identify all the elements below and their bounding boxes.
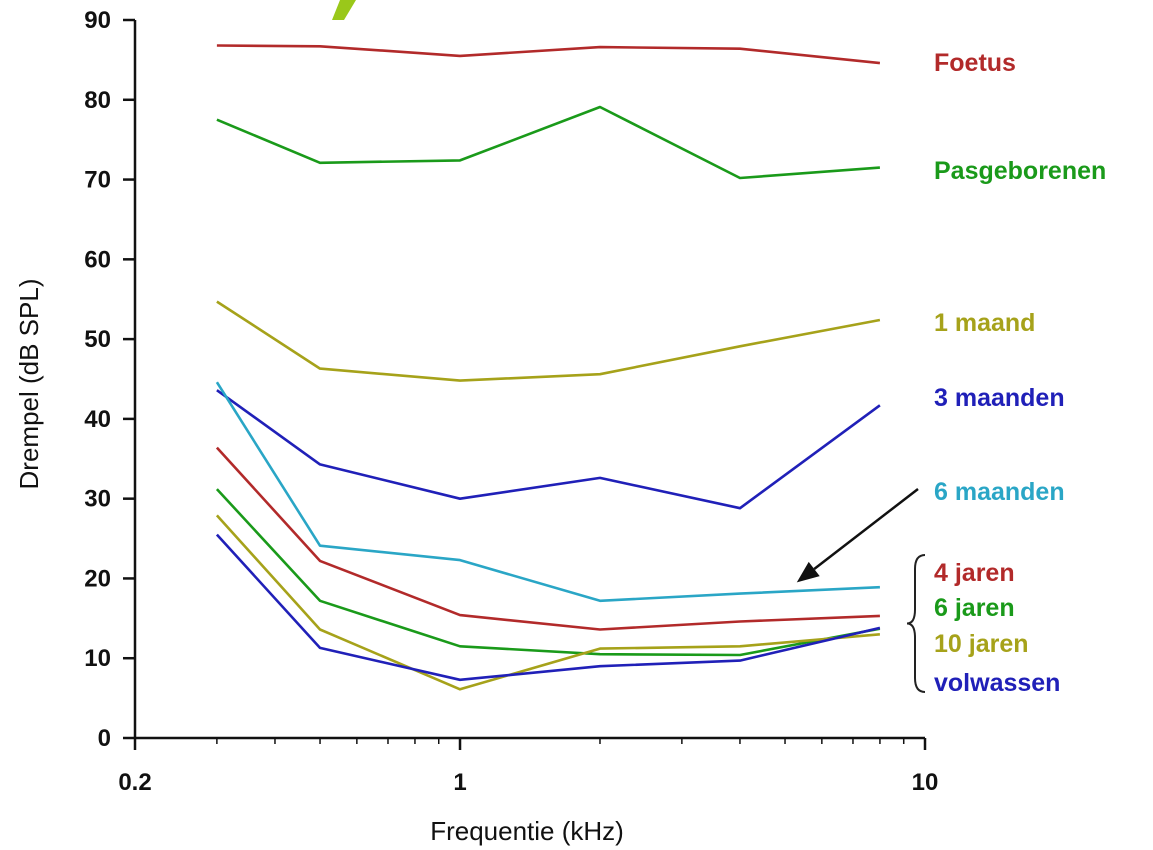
series-label-3-maanden: 3 maanden (934, 384, 1065, 412)
curly-brace-icon (906, 554, 926, 693)
y-tick-label: 30 (84, 486, 111, 513)
y-axis-title: Drempel (dB SPL) (14, 279, 44, 490)
y-tick-label: 70 (84, 167, 111, 194)
series-label-10-jaren: 10 jaren (934, 630, 1029, 658)
series-label-1-maand: 1 maand (934, 309, 1035, 337)
y-ticks: 0 10 20 30 40 50 60 70 80 90 (84, 7, 135, 752)
series-line-volwassen (215, 533, 881, 682)
arrow-annotation (796, 488, 919, 583)
series-label-4-jaren: 4 jaren (934, 559, 1015, 587)
x-tick-label: 10 (912, 769, 939, 796)
series-line-4-jaren (215, 446, 880, 631)
x-tick-label: 1 (453, 769, 466, 796)
series-label-6-maanden: 6 maanden (934, 478, 1065, 506)
series-line-pasgeborenen (216, 105, 880, 180)
y-tick-label: 20 (84, 565, 111, 592)
series-line-3-maanden (216, 389, 881, 510)
y-tick-label: 10 (84, 645, 111, 672)
series-label-pasgeborenen: Pasgeborenen (934, 157, 1106, 185)
arrow-head-icon (796, 561, 820, 583)
series-line-foetus (216, 44, 881, 65)
arrow-shaft (813, 488, 919, 570)
series-line-6-maanden (215, 381, 880, 603)
series-label-foetus: Foetus (934, 49, 1016, 77)
y-tick-label: 0 (98, 725, 111, 752)
x-axis-title: Frequentie (kHz) (430, 816, 624, 846)
series-label-6-jaren: 6 jaren (934, 594, 1015, 622)
decorative-green-mark (332, 0, 356, 20)
series-lines (215, 44, 881, 691)
series-line-6-jaren (215, 488, 881, 657)
series-labels: Foetus Pasgeborenen 1 maand 3 maanden 6 maan… (934, 49, 1106, 697)
y-tick-label: 50 (84, 326, 111, 353)
series-line-10-jaren (215, 514, 881, 691)
y-tick-label: 80 (84, 87, 111, 114)
y-tick-label: 90 (84, 7, 111, 34)
y-tick-label: 60 (84, 246, 111, 273)
series-line-1-maand (216, 300, 881, 382)
y-tick-label: 40 (84, 406, 111, 433)
x-ticks: 0.2 1 10 (118, 738, 938, 796)
series-label-volwassen: volwassen (934, 669, 1060, 697)
x-tick-label: 0.2 (118, 769, 151, 796)
axes (133, 20, 925, 740)
